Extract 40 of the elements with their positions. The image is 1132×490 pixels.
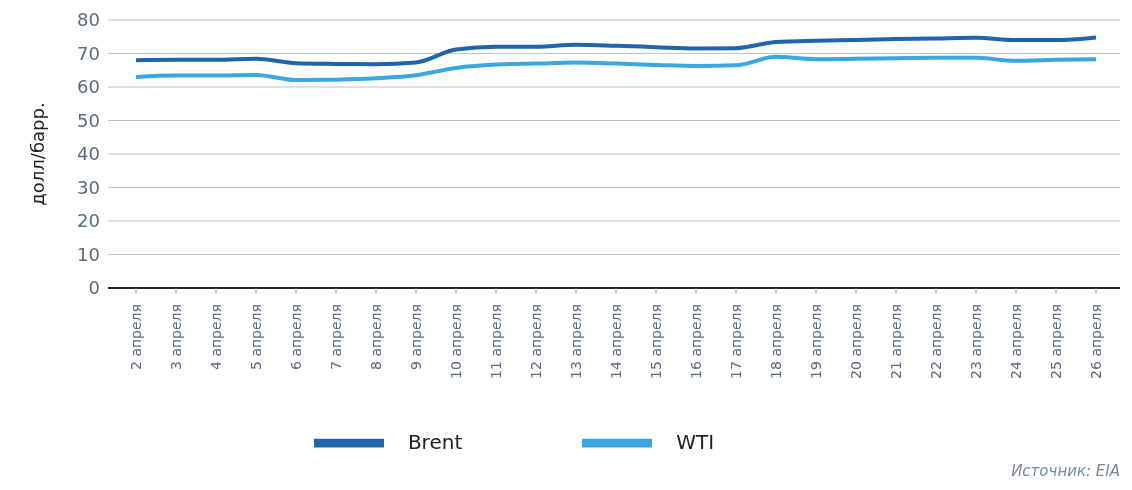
- x-tick-label: 23 апреля: [968, 304, 984, 379]
- x-tick-label: 13 апреля: [568, 304, 584, 379]
- x-tick-label: 26 апреля: [1088, 304, 1104, 379]
- y-tick-label: 10: [77, 243, 100, 265]
- x-tick-label: 6 апреля: [288, 304, 304, 370]
- legend-label: Brent: [407, 429, 463, 454]
- y-tick-label: 60: [77, 76, 100, 98]
- x-tick-label: 12 апреля: [528, 304, 544, 379]
- x-tick-label: 4 апреля: [208, 304, 224, 370]
- y-tick-label: 40: [77, 143, 100, 165]
- x-tick-label: 20 апреля: [848, 304, 864, 379]
- x-tick-label: 5 апреля: [248, 304, 264, 370]
- x-tick-label: 3 апреля: [168, 304, 184, 370]
- text: Источник: EIA: [1011, 462, 1120, 480]
- legend-label: WTI: [676, 429, 715, 454]
- y-axis-title: долл/барр.: [27, 102, 49, 206]
- y-tick-label: 0: [88, 277, 100, 299]
- x-tick-label: 10 апреля: [448, 304, 464, 379]
- y-tick-label: 20: [77, 210, 100, 232]
- x-tick-label: 17 апреля: [728, 304, 744, 379]
- y-tick-label: 50: [77, 109, 100, 131]
- x-tick-label: 25 апреля: [1048, 304, 1064, 379]
- x-tick-label: 7 апреля: [328, 304, 344, 370]
- x-tick-label: 11 апреля: [488, 304, 504, 379]
- y-tick-label: 30: [77, 176, 100, 198]
- x-tick-label: 22 апреля: [928, 304, 944, 379]
- y-tick-label: 80: [77, 9, 100, 31]
- x-tick-label: 9 апреля: [408, 304, 424, 370]
- x-tick-label: 15 апреля: [648, 304, 664, 379]
- x-tick-label: 24 апреля: [1008, 304, 1024, 379]
- line-series: [134, 35, 1098, 67]
- x-tick-label: 21 апреля: [888, 304, 904, 379]
- x-tick-label: 18 апреля: [768, 304, 784, 379]
- x-tick-label: 16 апреля: [688, 304, 704, 379]
- line-series: [134, 54, 1098, 82]
- x-tick-label: 19 апреля: [808, 304, 824, 379]
- x-tick-label: 8 апреля: [368, 304, 384, 370]
- x-tick-label: 14 апреля: [608, 304, 624, 379]
- y-tick-label: 70: [77, 42, 100, 64]
- x-tick-label: 2 апреля: [128, 304, 144, 370]
